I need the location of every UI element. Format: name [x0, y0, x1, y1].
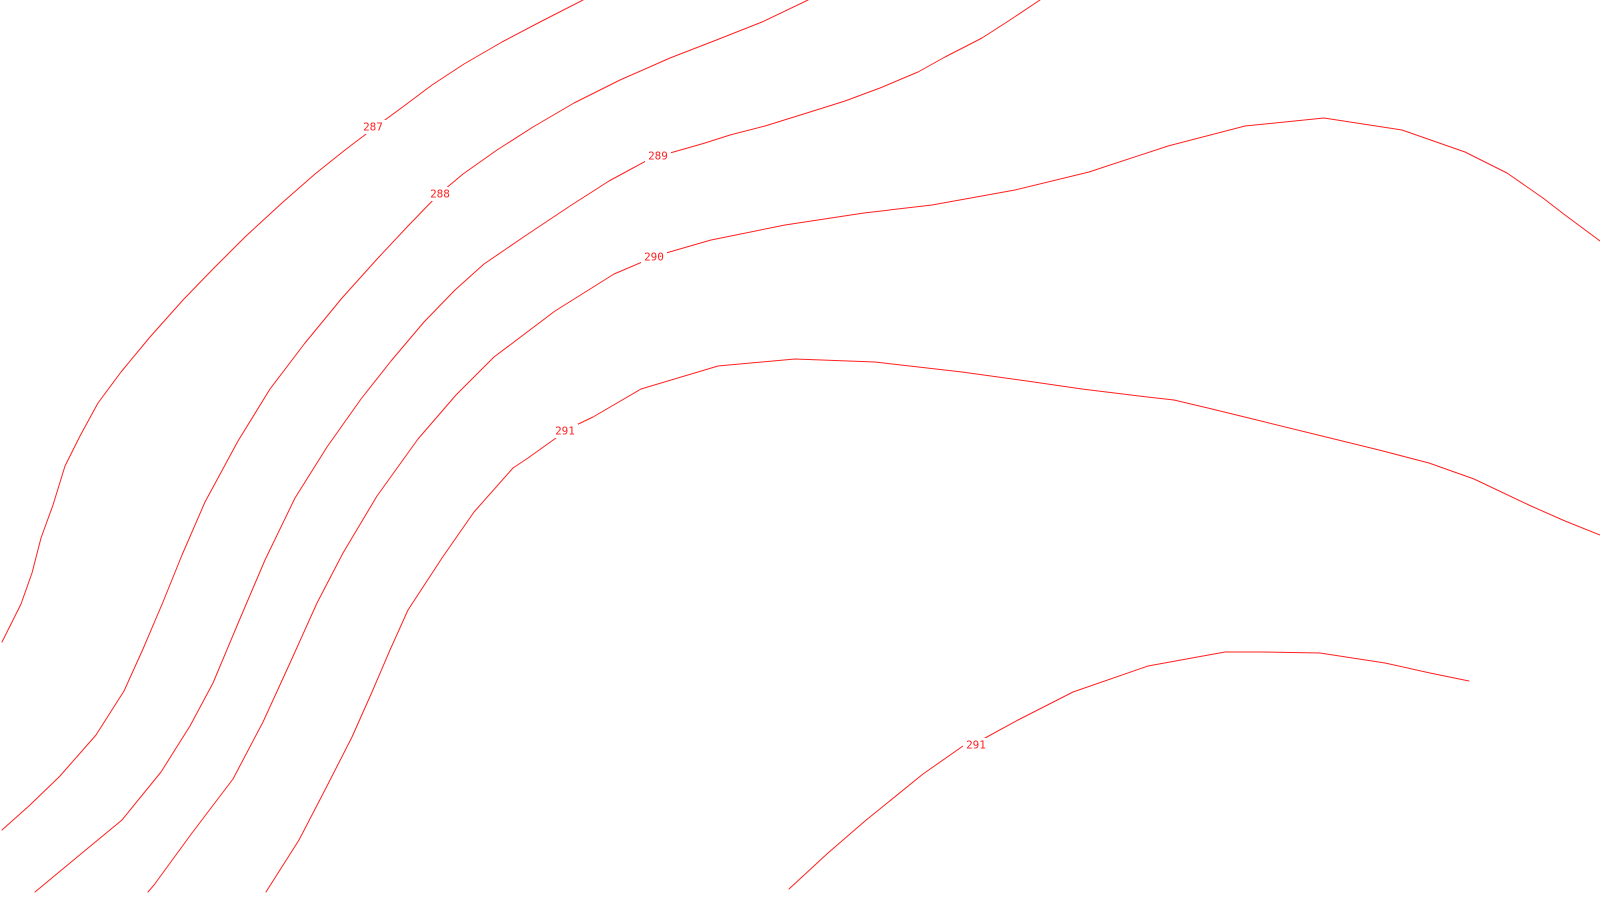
contour-label-290-background: [641, 250, 667, 264]
contour-label-287-background: [360, 120, 386, 134]
contour-label-288: 288: [427, 187, 453, 201]
contour-label-291-south-text: 291: [966, 739, 986, 752]
contour-line-291: [265, 358, 1600, 893]
contour-line-288: [1, 0, 809, 831]
contour-label-287: 287: [360, 120, 386, 134]
contour-line-289: [34, 0, 1041, 893]
contour-label-288-background: [427, 187, 453, 201]
contour-label-290: 290: [641, 250, 667, 264]
contour-line-291-south: [788, 651, 1470, 890]
contour-label-288-text: 288: [430, 188, 450, 201]
contour-label-287-text: 287: [363, 121, 383, 134]
contour-label-group: 287 288 289 290 291 291: [360, 120, 989, 752]
contour-label-289-background: [645, 149, 671, 163]
contour-line-287: [1, 0, 584, 643]
contour-label-291-south: 291: [963, 738, 989, 752]
contour-label-291-south-background: [963, 738, 989, 752]
contour-label-290-text: 290: [644, 251, 664, 264]
contour-label-289-text: 289: [648, 150, 668, 163]
contour-label-291-background: [552, 424, 578, 438]
contour-label-291: 291: [552, 424, 578, 438]
contour-label-291-text: 291: [555, 425, 575, 438]
contour-label-289: 289: [645, 149, 671, 163]
